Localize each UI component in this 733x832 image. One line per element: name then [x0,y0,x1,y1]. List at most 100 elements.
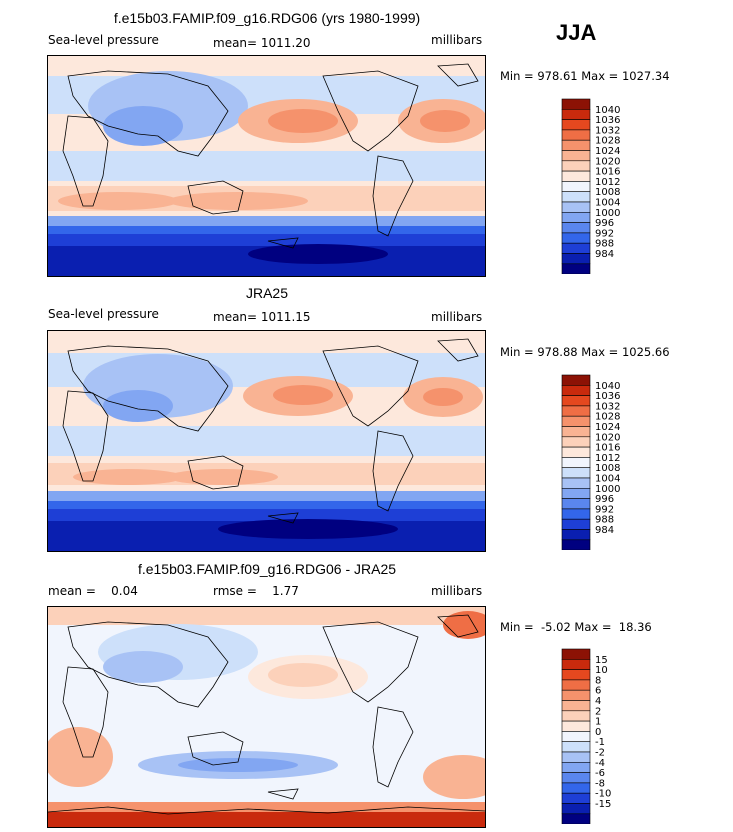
coast-australia [187,731,244,766]
colorbar-tick-label: 1032 [595,401,620,412]
colorbar-swatch [561,436,591,448]
coast-africa [62,666,109,758]
colorbar-swatch [561,222,591,234]
panel-model-mean: mean= 1011.20 [213,36,311,50]
colorbar-swatch [561,139,591,151]
field-asia-diff-core [103,651,183,683]
field-asia-low-core [103,390,173,422]
colorbar-tick-label: 1008 [595,463,620,474]
colorbar-tick-label: 1004 [595,198,620,209]
coast-south-america [372,430,414,512]
field-sh-high-2 [168,469,278,485]
colorbar-tick-label: 1020 [595,156,620,167]
coast-greenland [437,63,479,87]
colorbar-tick-label: 1036 [595,391,620,402]
coast-north-america [322,621,419,703]
field-natl-high-core [423,388,463,406]
colorbar-tick-label: 1016 [595,443,620,454]
field-so-2 [48,226,485,236]
field-sh-high-2 [168,192,308,210]
colorbar-swatch [561,395,591,407]
colorbar-tick-label: 10 [595,665,608,676]
colorbar-swatch [561,518,591,530]
field-so-neg-core [178,758,298,772]
panel-model-colorbar: 1040 1036 1032 1028 1024 1020 1016 1012 1008 1004… [561,98,651,279]
colorbar-tick-label: 992 [595,504,614,515]
colorbar-swatch [561,498,591,510]
panel-model-map-svg [48,56,488,276]
colorbar-tick-label: 0 [595,727,601,738]
colorbar-swatch [561,782,591,794]
colorbar-swatch [561,426,591,438]
colorbar-swatch [561,741,591,753]
field-antarctic-core [48,812,485,827]
colorbar-swatch [561,415,591,427]
colorbar-tick-label: 988 [595,515,614,526]
colorbar-swatch [561,446,591,458]
colorbar-swatch [561,191,591,203]
season-label: JJA [556,20,597,45]
coast-greenland [437,338,479,362]
field-sio-diff [43,727,113,787]
field-npac-diff-core [268,663,338,687]
panel-obs-units: millibars [431,310,483,324]
coast-north-america [322,345,419,427]
colorbar-swatch [561,731,591,743]
colorbar-tick-label: 1012 [595,453,620,464]
panel-obs-title: JRA25 [245,285,289,301]
field-so-1 [48,491,485,503]
field-sh-high-1 [58,192,178,210]
panel-model-colorbar-svg: 1040103610321028102410201016101210081004… [561,98,620,275]
coast-south-america [372,155,414,237]
colorbar-tick-label: 1040 [595,105,620,116]
colorbar-tick-label: 1004 [595,474,620,485]
colorbar-swatch [561,751,591,763]
colorbar-swatch [561,477,591,489]
colorbar-swatch [561,508,591,520]
colorbar-tick-label: 996 [595,218,614,229]
coast-new-zealand [267,512,299,524]
colorbar-tick-label: 1000 [595,208,620,219]
colorbar-tick-label: 1028 [595,412,620,423]
colorbar-swatch [561,181,591,193]
panel-obs-map-svg [48,331,485,551]
colorbar-swatch [561,263,591,275]
panel-diff-mean: mean = 0.04 [48,584,138,598]
colorbar-swatch [561,385,591,396]
colorbar-swatch [561,457,591,469]
colorbar-swatch [561,772,591,784]
field-natl-high-core [420,110,470,132]
panel-diff-minmax: Min = -5.02 Max = 18.36 [500,620,652,634]
colorbar-tick-label: 996 [595,494,614,505]
colorbar-tick-label: 1012 [595,177,620,188]
colorbar-swatch [561,648,591,660]
colorbar-swatch [561,201,591,213]
colorbar-swatch [561,679,591,691]
colorbar-swatch [561,374,591,386]
colorbar-swatch [561,720,591,732]
panel-model-map [47,55,488,277]
panel-obs-colorbar-svg: 1040103610321028102410201016101210081004… [561,374,620,551]
field-so-1 [48,216,485,228]
colorbar-swatch [561,710,591,722]
coast-africa [62,115,109,207]
colorbar-tick-label: 6 [595,686,601,697]
panel-diff-rmse: rmse = 1.77 [213,584,299,598]
colorbar-tick-label: 1032 [595,125,620,136]
colorbar-tick-label: 988 [595,239,614,250]
colorbar-tick-label: -15 [595,799,611,810]
colorbar-tick-label: 8 [595,675,601,686]
colorbar-swatch [561,212,591,223]
panel-diff-map [43,606,503,828]
colorbar-swatch [561,539,591,551]
colorbar-swatch [561,160,591,172]
panel-model-units: millibars [431,33,483,47]
colorbar-swatch [561,689,591,701]
panel-obs-minmax: Min = 978.88 Max = 1025.66 [500,345,670,359]
field-npac-high-core [268,109,338,133]
colorbar-swatch [561,129,591,141]
field-itcz [48,426,485,456]
colorbar-tick-label: 1020 [595,432,620,443]
colorbar-swatch [561,762,591,773]
colorbar-swatch [561,98,591,110]
